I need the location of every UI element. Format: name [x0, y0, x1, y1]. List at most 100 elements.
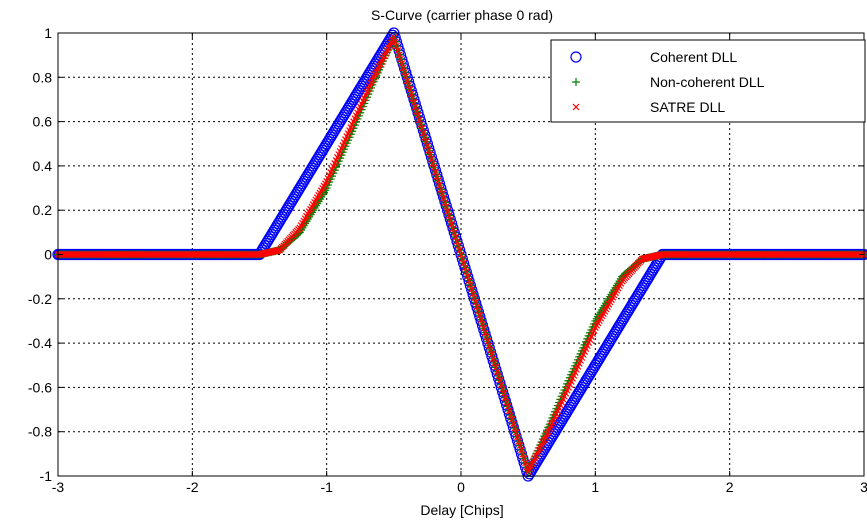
data-point [483, 333, 490, 341]
data-point [496, 376, 504, 384]
data-point [460, 259, 468, 267]
data-point [406, 86, 414, 93]
data-point [433, 172, 441, 180]
y-tick-label: -1 [40, 468, 53, 484]
series-satre-dll [54, 34, 867, 475]
data-point [415, 116, 423, 124]
data-point [458, 255, 466, 263]
data-point [429, 159, 437, 167]
data-point [449, 225, 457, 232]
x-tick-label: -2 [186, 479, 199, 495]
legend-entry: Coherent DLL [570, 49, 737, 65]
data-point [481, 329, 489, 337]
data-point [492, 363, 500, 371]
data-point [499, 385, 507, 393]
data-point [473, 303, 481, 311]
legend-label: SATRE DLL [650, 99, 725, 115]
x-tick-label: 1 [591, 479, 599, 495]
data-point [500, 390, 508, 397]
data-point [456, 246, 464, 254]
data-point [480, 324, 488, 332]
data-point [418, 125, 426, 133]
x-axis-label: Delay [Chips] [420, 502, 503, 518]
data-point [422, 138, 430, 146]
data-point [397, 55, 404, 63]
data-point [472, 298, 480, 306]
data-point [395, 51, 403, 59]
data-point [438, 190, 446, 198]
data-point [390, 34, 398, 41]
data-point [504, 403, 512, 410]
data-point [520, 455, 528, 462]
data-point [440, 194, 447, 202]
legend-label: Non-coherent DLL [650, 74, 765, 90]
data-point [403, 77, 411, 85]
y-tick-label: -0.2 [28, 291, 52, 307]
data-point [466, 281, 474, 289]
data-point [411, 103, 419, 111]
y-tick-label: 0.4 [33, 158, 53, 174]
data-point [391, 38, 399, 46]
data-point [468, 285, 476, 293]
data-point [432, 168, 439, 176]
data-point [430, 164, 438, 172]
data-point [405, 81, 413, 89]
data-point [437, 185, 445, 193]
data-point [419, 129, 427, 137]
data-point [452, 233, 460, 241]
data-point [446, 216, 454, 224]
data-point [515, 437, 523, 445]
data-point [518, 446, 525, 454]
data-point [501, 394, 509, 402]
legend-entry: Non-coherent DLL [572, 74, 765, 90]
data-point [487, 346, 494, 354]
data-point [414, 112, 422, 119]
data-point [572, 103, 580, 111]
data-point [485, 342, 493, 350]
y-tick-label: -0.6 [28, 379, 52, 395]
data-point [507, 411, 515, 419]
data-point [394, 47, 402, 54]
data-point [444, 207, 451, 215]
data-point [505, 407, 513, 415]
data-point [425, 146, 433, 154]
data-point [454, 242, 462, 250]
data-point [423, 142, 431, 150]
data-point [436, 181, 443, 189]
x-tick-label: 3 [860, 479, 867, 495]
data-point [409, 94, 417, 102]
data-point [471, 294, 478, 302]
x-tick-label: -1 [320, 479, 333, 495]
data-point [453, 238, 461, 245]
data-point [442, 203, 450, 211]
y-tick-label: 0.2 [33, 202, 53, 218]
data-point [445, 212, 453, 219]
data-point [410, 99, 418, 106]
data-point [434, 177, 442, 185]
y-tick-label: 1 [44, 25, 52, 41]
data-point [497, 381, 505, 389]
data-point [570, 51, 582, 63]
data-point [488, 350, 496, 358]
data-point [512, 429, 520, 436]
data-point [491, 359, 499, 367]
data-point [393, 42, 400, 50]
y-tick-label: -0.8 [28, 424, 52, 440]
data-point [475, 307, 482, 315]
y-tick-label: 0 [44, 247, 52, 263]
data-point [441, 198, 449, 206]
data-point [511, 424, 519, 432]
data-point [493, 368, 501, 376]
data-point [495, 372, 503, 380]
y-tick-label: 0.6 [33, 114, 53, 130]
data-point [398, 60, 406, 67]
data-point [450, 229, 458, 237]
data-point [484, 337, 492, 345]
data-point [457, 251, 465, 258]
data-point [522, 459, 529, 467]
data-point [469, 290, 477, 297]
data-point [428, 155, 435, 163]
data-point [508, 416, 516, 423]
data-point [476, 311, 484, 319]
